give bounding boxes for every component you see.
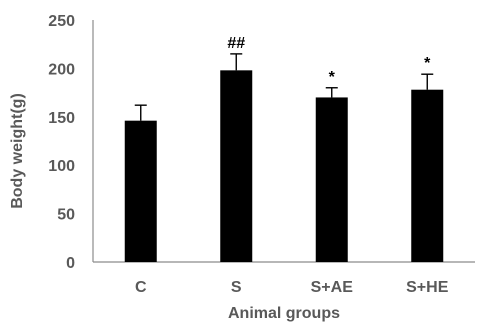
y-tick-label: 100 bbox=[48, 158, 75, 175]
x-tick-label: C bbox=[135, 279, 147, 296]
bar bbox=[411, 89, 444, 262]
y-axis-ticks: 0 50 100 150 200 250 bbox=[48, 13, 75, 272]
x-tick-label: S+AE bbox=[311, 279, 354, 296]
significance-marker: ## bbox=[227, 35, 245, 52]
y-tick-label: 200 bbox=[48, 61, 75, 78]
y-tick-label: 150 bbox=[48, 110, 75, 127]
significance-marker: * bbox=[329, 69, 336, 86]
x-axis-title: Animal groups bbox=[228, 305, 340, 322]
y-axis-title: Body weight(g) bbox=[9, 93, 26, 209]
y-tick-label: 0 bbox=[66, 255, 75, 272]
bar bbox=[220, 70, 253, 262]
y-tick-label: 50 bbox=[57, 207, 75, 224]
x-tick-label: S+HE bbox=[406, 279, 449, 296]
bar bbox=[124, 120, 157, 262]
y-tick-label: 250 bbox=[48, 13, 75, 30]
x-tick-label: S bbox=[231, 279, 242, 296]
significance-marker: * bbox=[424, 55, 431, 72]
bars: ## * * bbox=[124, 35, 444, 262]
x-axis-ticks: C S S+AE S+HE bbox=[135, 279, 449, 296]
bar bbox=[315, 97, 348, 262]
